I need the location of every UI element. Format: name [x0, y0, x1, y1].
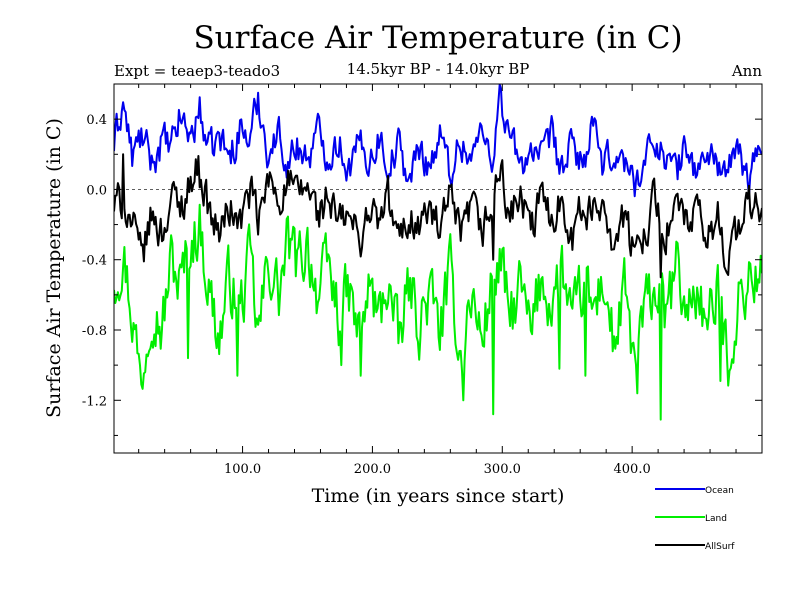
- x-tick-label: 200.0: [354, 462, 391, 477]
- x-tick-label: 100.0: [224, 462, 261, 477]
- chart-title: Surface Air Temperature (in C): [193, 20, 682, 56]
- legend: Ocean Land AllSurf: [655, 486, 735, 552]
- legend-label-ocean: Ocean: [705, 486, 734, 496]
- y-axis-label: Surface Air Temperature (in C): [43, 118, 65, 418]
- series-line-land: [114, 203, 762, 421]
- experiment-label: Expt = teaep3-teado3: [114, 62, 280, 80]
- y-tick-label: 0.4: [86, 113, 107, 128]
- series-line-ocean: [114, 84, 762, 198]
- y-tick-label: -0.8: [82, 324, 107, 339]
- y-tick-label: 0.0: [86, 183, 107, 198]
- y-tick-label: -1.2: [82, 394, 107, 409]
- x-tick-label: 400.0: [614, 462, 651, 477]
- y-tick-label: -0.4: [82, 254, 107, 269]
- legend-label-land: Land: [705, 514, 727, 524]
- series-line-allsurf: [114, 153, 762, 279]
- season-label: Ann: [731, 62, 762, 80]
- chart-subtitle: 14.5kyr BP - 14.0kyr BP: [347, 60, 530, 78]
- plot-frame: [113, 83, 763, 454]
- legend-label-allsurf: AllSurf: [705, 542, 735, 552]
- x-tick-label: 300.0: [484, 462, 521, 477]
- x-axis-label: Time (in years since start): [312, 485, 565, 507]
- plot-area: 100.0 200.0 300.0 400.0 0.4 0.0 -0.4 -0.8 -1.2: [82, 83, 763, 477]
